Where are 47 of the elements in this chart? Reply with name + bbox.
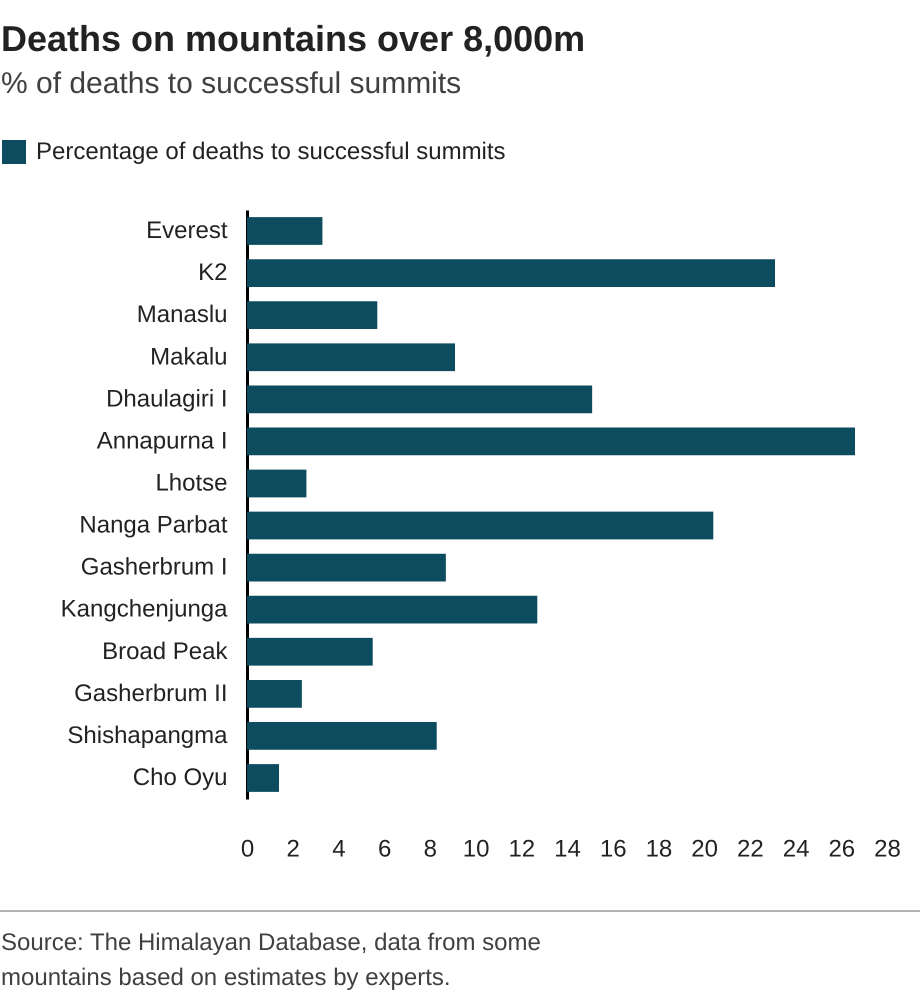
source-note: Source: The Himalayan Database, data from some mountains based on estimates by experts. [1, 929, 541, 991]
x-tick-label: 16 [600, 836, 627, 862]
bar [247, 722, 437, 750]
y-tick-label: Dhaulagiri I [106, 385, 228, 412]
x-tick-label: 4 [332, 836, 346, 862]
x-tick-label: 2 [286, 836, 300, 862]
y-tick-label: Manaslu [136, 301, 228, 328]
bar [247, 596, 538, 624]
bar [247, 428, 855, 456]
bar [247, 470, 306, 498]
x-tick-label: 18 [646, 836, 672, 862]
x-tick-label: 28 [874, 836, 901, 862]
x-tick-label: 6 [378, 836, 392, 862]
x-tick-label: 12 [508, 836, 536, 862]
y-tick-label: Gasherbrum II [74, 680, 228, 707]
chart-title: Deaths on mountains over 8,000m [1, 18, 586, 59]
y-tick-label: Everest [146, 217, 228, 244]
bar [247, 554, 446, 582]
bar [247, 680, 302, 708]
y-tick-label: Gasherbrum I [80, 554, 228, 581]
x-tick-label: 24 [782, 836, 810, 862]
x-tick-label: 14 [554, 836, 581, 862]
x-tick-label: 0 [240, 836, 254, 862]
y-tick-label: Annapurna I [96, 427, 228, 454]
x-tick-label: 10 [462, 836, 490, 862]
bar [247, 512, 714, 540]
bar [247, 259, 775, 287]
x-tick-label: 26 [828, 836, 856, 862]
y-tick-label: K2 [198, 259, 228, 286]
bar [247, 385, 592, 414]
y-tick-label: Cho Oyu [132, 764, 228, 791]
x-tick-label: 8 [424, 836, 438, 862]
y-tick-label: Broad Peak [102, 638, 228, 665]
bar [247, 343, 455, 372]
y-tick-label: Makalu [150, 343, 228, 370]
y-tick-label: Kangchenjunga [60, 596, 228, 623]
chart-subtitle: % of deaths to successful summits [1, 67, 462, 100]
bar [247, 301, 378, 330]
bar [247, 638, 373, 666]
legend-label: Percentage of deaths to successful summits [36, 138, 506, 165]
y-tick-label: Lhotse [155, 469, 228, 496]
x-tick-label: 20 [691, 836, 718, 862]
x-tick-label: 22 [737, 836, 764, 862]
y-tick-label: Nanga Parbat [79, 512, 228, 539]
y-tick-label: Shishapangma [67, 722, 228, 749]
bar [247, 764, 279, 792]
bar [247, 217, 322, 245]
